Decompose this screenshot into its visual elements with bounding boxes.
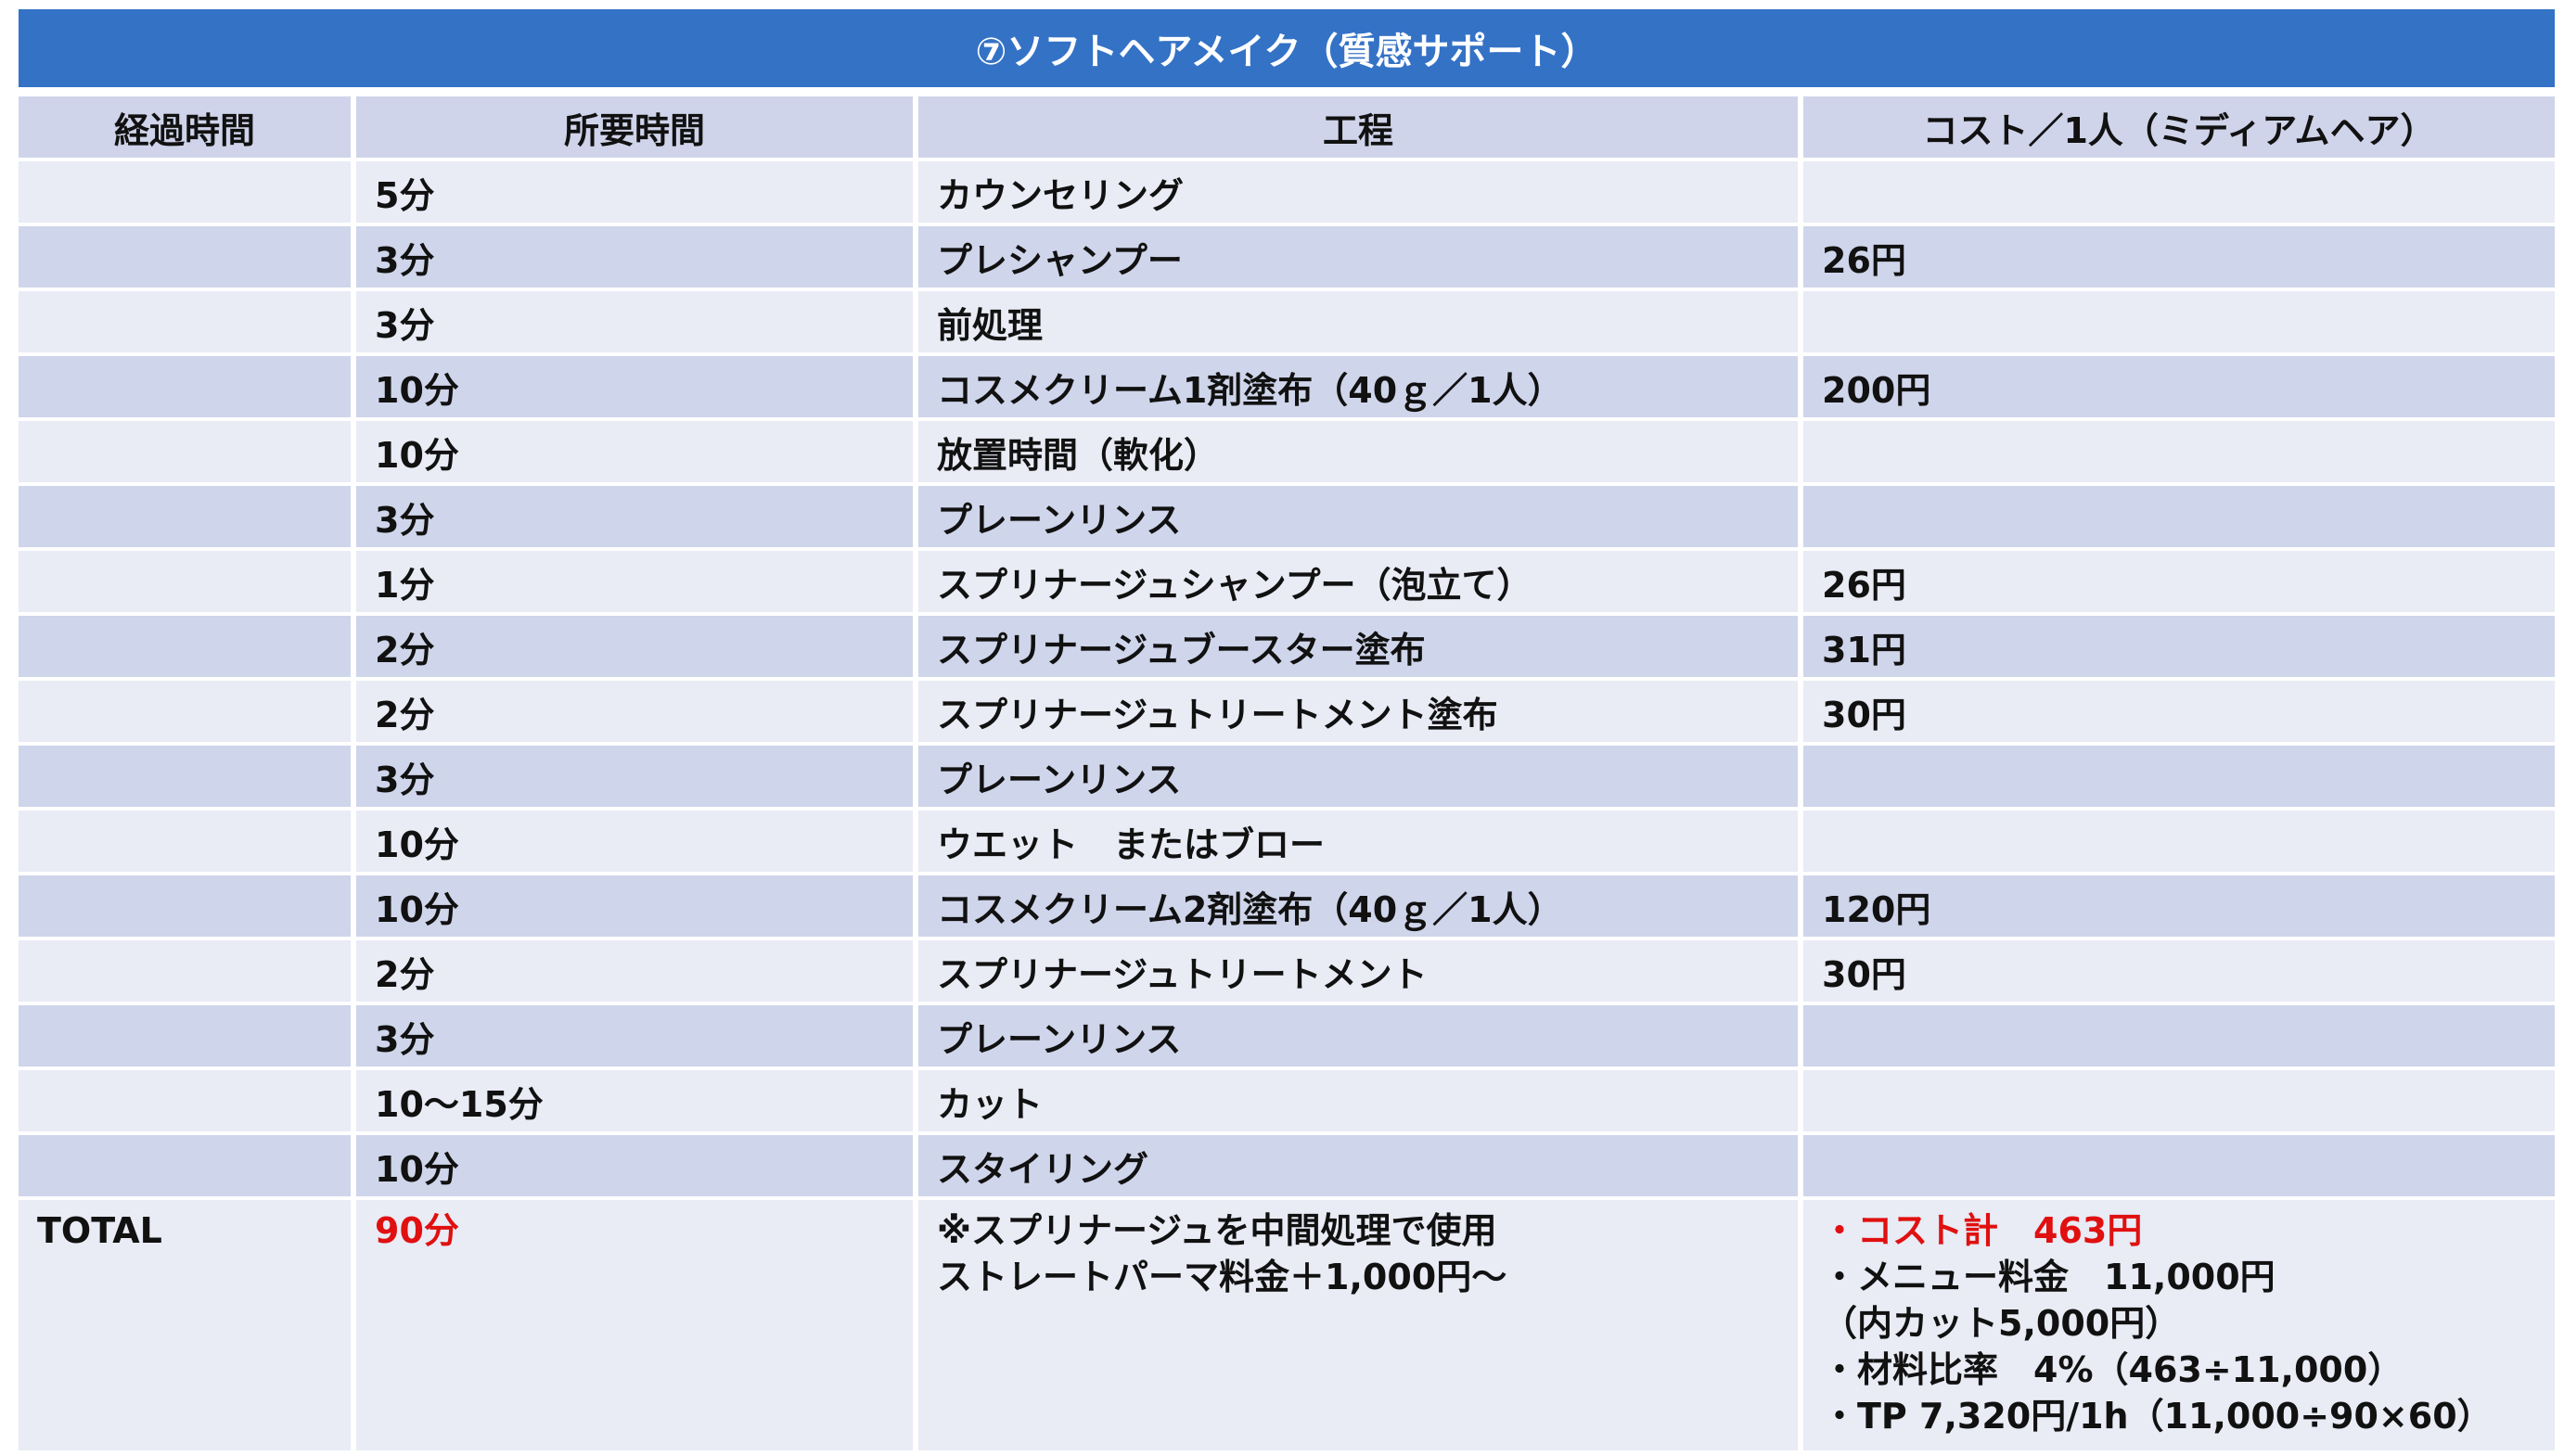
duration-cell: 10分 [356,811,913,872]
process-cell: プレーンリンス [918,746,1798,807]
process-cell: スタイリング [918,1135,1798,1196]
cost-cell: 30円 [1803,681,2555,742]
cost-cell [1803,161,2555,223]
elapsed-cell [19,421,351,482]
process-cell: コスメクリーム2剤塗布（40ｇ／1人） [918,875,1798,937]
elapsed-cell [19,226,351,287]
cost-cell [1803,1135,2555,1196]
process-cell: 放置時間（軟化） [918,421,1798,482]
process-cell: スプリナージュトリートメント [918,940,1798,1002]
elapsed-cell [19,616,351,677]
elapsed-cell [19,161,351,223]
duration-cell: 10分 [356,1135,913,1196]
duration-cell: 3分 [356,746,913,807]
process-cell: プレーンリンス [918,1005,1798,1066]
cost-summary-line: ・TP 7,320円/1h（11,000÷90×60） [1822,1396,2493,1437]
total-cost-summary: ・コスト計 463円・メニュー料金 11,000円 （内カット5,000円） ・材料… [1803,1200,2555,1450]
total-duration: 90分 [356,1200,913,1450]
process-cell: プレーンリンス [918,486,1798,547]
duration-cell: 2分 [356,616,913,677]
cost-cell [1803,291,2555,352]
process-cell: スプリナージュブースター塗布 [918,616,1798,677]
duration-cell: 3分 [356,486,913,547]
header-process: 工程 [918,96,1798,158]
cost-cell: 30円 [1803,940,2555,1002]
process-cell: ウエット またはブロー [918,811,1798,872]
process-cell: カウンセリング [918,161,1798,223]
cost-summary-line: ・材料比率 4%（463÷11,000） [1822,1349,2404,1390]
cost-cell: 31円 [1803,616,2555,677]
total-label: TOTAL [19,1200,351,1450]
duration-cell: 10分 [356,421,913,482]
cost-cell: 120円 [1803,875,2555,937]
duration-cell: 3分 [356,226,913,287]
elapsed-cell [19,1135,351,1196]
elapsed-cell [19,1070,351,1131]
cost-cell: 26円 [1803,226,2555,287]
process-cell: 前処理 [918,291,1798,352]
header-elapsed-time: 経過時間 [19,96,351,158]
process-cell: スプリナージュトリートメント塗布 [918,681,1798,742]
cost-cell [1803,746,2555,807]
duration-cell: 10～15分 [356,1070,913,1131]
process-table: 経過時間 所要時間 工程 コスト／1人（ミディアムヘア） 5分 カウンセリング 3分… [19,96,2555,1450]
elapsed-cell [19,291,351,352]
elapsed-cell [19,940,351,1002]
duration-cell: 5分 [356,161,913,223]
duration-cell: 1分 [356,551,913,612]
note-line: ストレートパーマ料金＋1,000円～ [937,1257,1507,1297]
elapsed-cell [19,1005,351,1066]
duration-cell: 3分 [356,291,913,352]
elapsed-cell [19,875,351,937]
elapsed-cell [19,681,351,742]
cost-summary-line: ・メニュー料金 11,000円 [1822,1257,2276,1297]
duration-cell: 10分 [356,875,913,937]
duration-cell: 2分 [356,681,913,742]
elapsed-cell [19,811,351,872]
duration-cell: 10分 [356,356,913,417]
cost-cell: 26円 [1803,551,2555,612]
process-cell: プレシャンプー [918,226,1798,287]
cost-cell [1803,1070,2555,1131]
table-title: ⑦ソフトヘアメイク（質感サポート） [19,9,2555,87]
cost-total-line: ・コスト計 463円 [1822,1210,2143,1251]
cost-cell [1803,421,2555,482]
cost-cell [1803,1005,2555,1066]
process-cell: コスメクリーム1剤塗布（40ｇ／1人） [918,356,1798,417]
header-cost: コスト／1人（ミディアムヘア） [1803,96,2555,158]
elapsed-cell [19,356,351,417]
elapsed-cell [19,746,351,807]
cost-cell [1803,811,2555,872]
note-line: ※スプリナージュを中間処理で使用 [937,1210,1497,1251]
cost-cell [1803,486,2555,547]
process-cell: スプリナージュシャンプー（泡立て） [918,551,1798,612]
process-cell: カット [918,1070,1798,1131]
elapsed-cell [19,551,351,612]
cost-cell: 200円 [1803,356,2555,417]
duration-cell: 2分 [356,940,913,1002]
duration-cell: 3分 [356,1005,913,1066]
header-duration: 所要時間 [356,96,913,158]
elapsed-cell [19,486,351,547]
total-notes: ※スプリナージュを中間処理で使用 ストレートパーマ料金＋1,000円～ [918,1200,1798,1450]
cost-summary-line: （内カット5,000円） [1822,1303,2181,1344]
